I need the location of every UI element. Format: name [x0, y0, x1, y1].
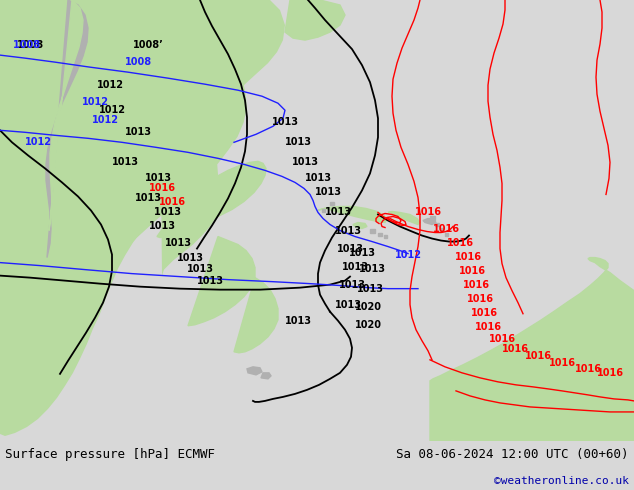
Text: 1013: 1013: [335, 300, 361, 310]
Text: 1008: 1008: [124, 57, 152, 67]
Text: 1016: 1016: [548, 358, 576, 368]
Text: 1016: 1016: [470, 308, 498, 318]
Polygon shape: [46, 0, 88, 258]
Text: 1013: 1013: [285, 316, 311, 326]
Text: 1012: 1012: [98, 105, 126, 115]
Text: 1013: 1013: [145, 173, 172, 183]
Text: 1013: 1013: [176, 252, 204, 263]
Polygon shape: [234, 278, 278, 353]
Text: 1013: 1013: [292, 157, 318, 168]
Text: 1012: 1012: [96, 80, 124, 90]
Text: 1013: 1013: [325, 207, 351, 218]
Text: 1013: 1013: [342, 262, 368, 271]
Text: 1016: 1016: [158, 197, 186, 207]
Text: 1016: 1016: [501, 344, 529, 354]
Text: 1013: 1013: [112, 157, 138, 168]
Text: 1012: 1012: [394, 249, 422, 260]
Polygon shape: [261, 373, 271, 379]
Text: 1016: 1016: [489, 334, 515, 344]
Polygon shape: [384, 235, 387, 238]
Polygon shape: [423, 219, 436, 224]
Text: 1013: 1013: [337, 244, 363, 253]
Text: 1012: 1012: [25, 137, 51, 147]
Text: 1013: 1013: [197, 276, 224, 286]
Polygon shape: [188, 237, 255, 326]
Text: 1013: 1013: [356, 284, 384, 294]
Polygon shape: [370, 228, 375, 233]
Text: 1020: 1020: [354, 302, 382, 312]
Text: 1020: 1020: [354, 320, 382, 330]
Polygon shape: [247, 367, 262, 375]
Text: 1016: 1016: [446, 238, 474, 247]
Text: 1016: 1016: [415, 207, 441, 218]
Text: ©weatheronline.co.uk: ©weatheronline.co.uk: [494, 476, 629, 486]
Text: 1013: 1013: [186, 264, 214, 273]
Polygon shape: [285, 0, 345, 40]
Text: 1013: 1013: [164, 238, 191, 247]
Polygon shape: [388, 212, 420, 224]
Polygon shape: [0, 0, 246, 365]
Polygon shape: [378, 233, 382, 236]
Polygon shape: [330, 202, 334, 205]
Polygon shape: [430, 217, 435, 221]
Polygon shape: [445, 233, 448, 236]
Text: 1013: 1013: [134, 194, 162, 203]
Text: 1013: 1013: [304, 173, 332, 183]
Text: 1016: 1016: [148, 183, 176, 194]
Text: 1016: 1016: [474, 322, 501, 332]
Text: 1012: 1012: [91, 115, 119, 125]
Text: Sa 08-06-2024 12:00 UTC (00+60): Sa 08-06-2024 12:00 UTC (00+60): [396, 448, 629, 461]
Polygon shape: [75, 0, 285, 275]
Text: 1008: 1008: [13, 40, 42, 50]
Text: 1013: 1013: [335, 225, 361, 236]
Text: 1013: 1013: [271, 117, 299, 127]
Text: 1008’: 1008’: [133, 40, 164, 50]
Text: 1016: 1016: [524, 351, 552, 361]
Text: 1016: 1016: [462, 280, 489, 290]
Text: 1013: 1013: [124, 127, 152, 137]
Polygon shape: [430, 258, 634, 441]
Text: 1016: 1016: [597, 368, 623, 378]
Text: 1013: 1013: [148, 220, 176, 230]
Text: Surface pressure [hPa] ECMWF: Surface pressure [hPa] ECMWF: [5, 448, 215, 461]
Polygon shape: [440, 227, 443, 230]
Polygon shape: [49, 0, 83, 230]
Text: 1016: 1016: [467, 294, 493, 304]
Text: 1016: 1016: [455, 251, 481, 262]
Text: 1013: 1013: [349, 247, 375, 258]
Text: 1008: 1008: [16, 40, 44, 50]
Text: 1013: 1013: [285, 137, 311, 147]
Polygon shape: [353, 222, 367, 228]
Polygon shape: [322, 210, 325, 213]
Polygon shape: [157, 161, 266, 238]
Polygon shape: [435, 222, 439, 225]
Text: 1013: 1013: [314, 188, 342, 197]
Text: 1013: 1013: [339, 280, 365, 290]
Polygon shape: [318, 206, 387, 222]
Text: 1013: 1013: [358, 264, 385, 273]
Polygon shape: [0, 0, 170, 436]
Text: 1013: 1013: [153, 207, 183, 218]
Text: 1016: 1016: [458, 266, 486, 275]
Text: 1012: 1012: [82, 97, 108, 107]
Text: 1016: 1016: [432, 223, 460, 234]
Text: 1016: 1016: [574, 364, 602, 374]
